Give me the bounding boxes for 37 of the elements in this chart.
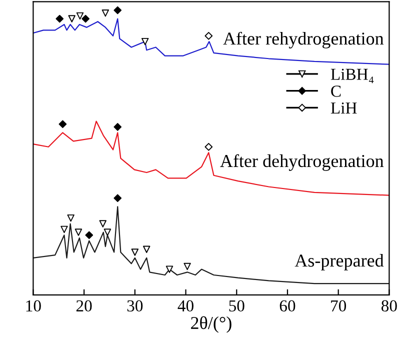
point xyxy=(141,38,149,46)
point xyxy=(131,248,139,256)
point xyxy=(143,246,150,253)
point xyxy=(82,14,90,23)
x-tick-label: 70 xyxy=(331,300,346,312)
point xyxy=(114,194,122,202)
x-tick-label: 60 xyxy=(280,300,296,312)
annotation: After rehydrogenation xyxy=(223,32,384,48)
point xyxy=(85,231,94,240)
x-tick-label: 80 xyxy=(382,300,397,312)
annotation: As-prepared xyxy=(294,254,384,270)
point xyxy=(114,123,122,131)
annotation: After dehydrogenation xyxy=(220,154,384,171)
x-axis-title: 2θ/(°) xyxy=(191,316,232,333)
point xyxy=(76,12,84,20)
point xyxy=(204,142,213,151)
legend-label: LiH xyxy=(330,102,357,114)
x-tick-label: 40 xyxy=(178,300,194,312)
point xyxy=(102,9,110,17)
point xyxy=(74,228,82,236)
point xyxy=(60,226,68,234)
point xyxy=(166,266,174,273)
point xyxy=(99,220,106,228)
point xyxy=(68,15,76,22)
x-tick-label: 20 xyxy=(76,300,92,312)
point xyxy=(56,14,64,23)
x-tick-label: 50 xyxy=(229,300,244,312)
x-tick-label: 30 xyxy=(127,300,143,312)
point xyxy=(184,262,191,270)
point xyxy=(58,120,67,128)
point xyxy=(114,6,122,14)
x-tick-label: 10 xyxy=(26,300,41,312)
legend-label: C xyxy=(331,86,341,97)
legend-label: LiBH₄ xyxy=(330,68,374,84)
point xyxy=(104,228,112,236)
point xyxy=(67,214,74,222)
point xyxy=(204,32,213,40)
